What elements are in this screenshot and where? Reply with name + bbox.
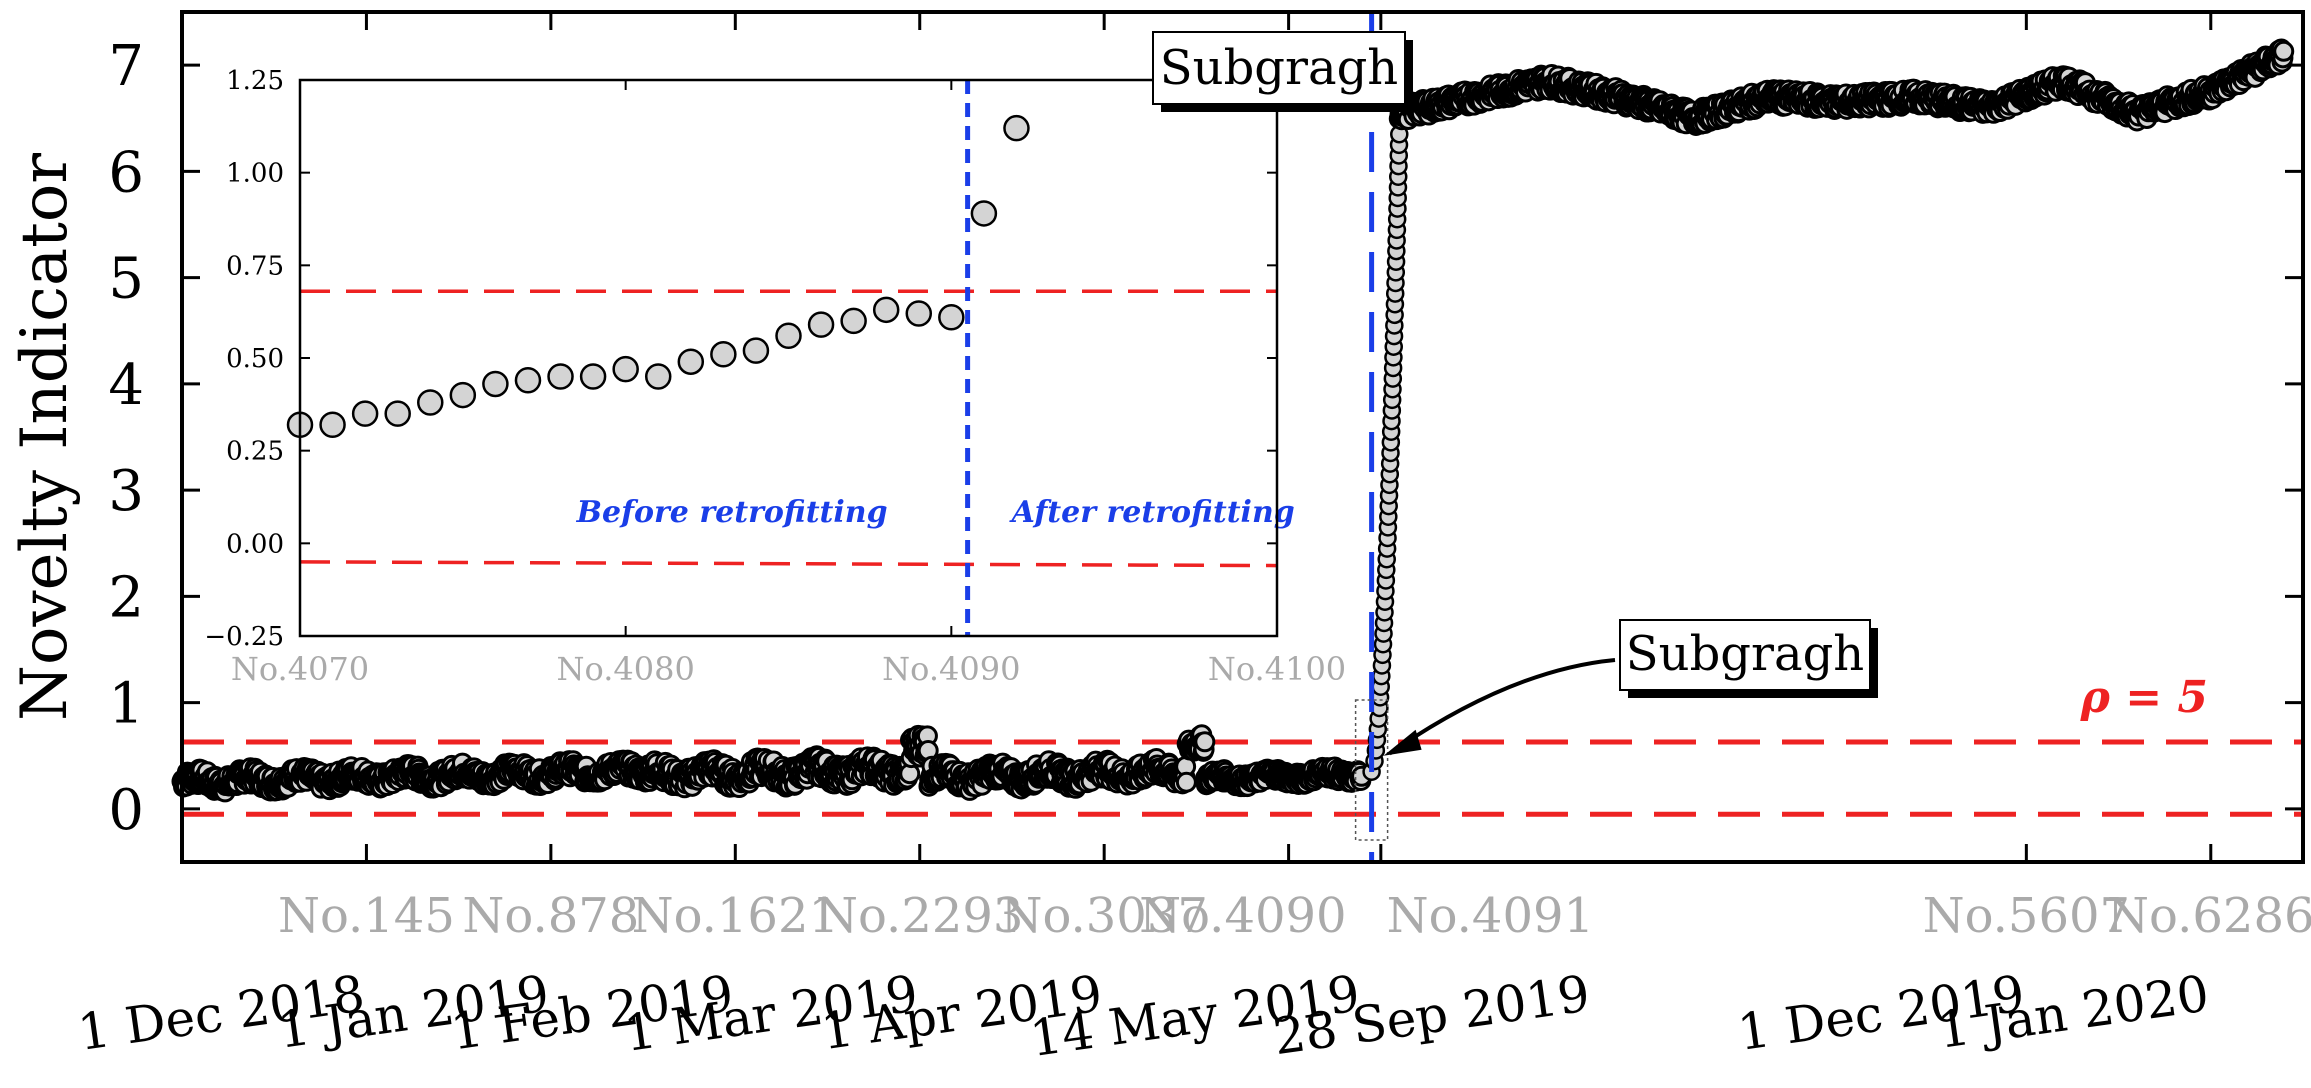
- x-sample-label: No.4090: [1139, 888, 1346, 944]
- inset-data-point: [742, 337, 770, 364]
- y-tick-label: 7: [108, 34, 144, 99]
- callout-arrow: [1388, 658, 1616, 756]
- y-tick-label: 6: [108, 140, 144, 205]
- series-transition: [1362, 124, 1409, 781]
- y-tick-label: 3: [108, 459, 144, 524]
- inset-x-tick-label: No.4090: [882, 650, 1020, 688]
- y-axis-title: Novelty Indicator: [8, 153, 82, 721]
- inset-x-tick-label: No.4080: [557, 650, 695, 688]
- inset-background: [300, 80, 1277, 636]
- inset-data-point: [612, 355, 639, 383]
- inset-title-box: [1152, 31, 1406, 105]
- data-point: [1194, 731, 1216, 753]
- inset-data-point: [677, 348, 705, 375]
- inset-data-point: [775, 322, 802, 350]
- inset-before-label: Before retrofitting: [576, 495, 888, 530]
- inset-data-point: [579, 363, 607, 390]
- y-tick-label: 4: [108, 353, 144, 418]
- inset-data-point: [840, 307, 867, 335]
- x-sample-label: No.145: [278, 888, 455, 944]
- inset-data-point: [905, 300, 933, 327]
- x-sample-label: No.6286: [2107, 888, 2311, 944]
- plot-frame: [180, 10, 2305, 864]
- main-plot: 0 1 2 3 4 5 6 7 No.145 No.878No.1621No.2293No.303…: [8, 10, 2311, 1068]
- inset-x-tick-label: No.4100: [1208, 650, 1346, 688]
- x-sample-label: No.5607: [1923, 888, 2130, 944]
- x-sample-label: No.4091: [1387, 888, 1594, 944]
- inset-data-point: [384, 400, 411, 427]
- inset-threshold-lower: [299, 560, 1278, 568]
- x-sample-label: No.878: [462, 888, 639, 944]
- inset-data-point: [449, 381, 477, 409]
- inset-plot: −0.25 0.00 0.25 0.50 0.75 1.00 1.25 No.4070 No.4…: [204, 31, 1413, 688]
- inset-y-tick-label: −0.25: [204, 622, 284, 652]
- inset-data-point: [872, 296, 900, 324]
- inset-data-point: [970, 200, 998, 227]
- inset-y-tick-label: 0.75: [226, 251, 284, 281]
- inset-data-point: [482, 370, 509, 398]
- zoom-box: [1354, 699, 1389, 841]
- inset-data-point: [351, 400, 379, 427]
- y-tick-label: 2: [108, 565, 144, 630]
- callout-label: Subgragh: [1626, 626, 1864, 682]
- inset-y-tick-label: 1.25: [226, 66, 284, 96]
- inset-x-tick-label: No.4070: [231, 650, 369, 688]
- x-sample-label: No.2293: [816, 888, 1023, 944]
- inset-y-tick-label: 0.25: [226, 437, 284, 467]
- callout-arrowhead: [1383, 729, 1422, 756]
- inset-y-tick-label: 0.00: [226, 529, 284, 559]
- y-tick-label: 0: [108, 778, 144, 843]
- inset-data-point: [807, 311, 835, 338]
- inset-data-point: [417, 389, 444, 416]
- inset-y-tick-label: 0.50: [226, 344, 284, 374]
- inset-data-point: [938, 303, 965, 331]
- inset-y-tick-label: 1.00: [226, 159, 284, 189]
- x-sample-label: No.1621: [632, 888, 839, 944]
- inset-frame: [298, 78, 1279, 638]
- y-tick-label: 1: [108, 672, 144, 737]
- inset-series: [286, 114, 1030, 438]
- inset-after-label: After retrofitting: [1009, 495, 1295, 530]
- x-sample-label: No.3037: [1000, 888, 1207, 944]
- series-after: [1388, 38, 2295, 136]
- data-point: [1175, 771, 1197, 793]
- inset-data-point: [710, 341, 737, 368]
- inset-data-point: [644, 363, 672, 390]
- inset-data-point: [1003, 114, 1030, 142]
- y-tick-label: 5: [108, 247, 144, 312]
- threshold-label: ρ = 5: [2080, 672, 2208, 723]
- data-point: [2273, 40, 2295, 62]
- inset-data-point: [514, 366, 542, 394]
- inset-title: Subgragh: [1160, 40, 1398, 96]
- inset-data-point: [547, 363, 574, 390]
- inset-data-point: [319, 411, 346, 438]
- series-before: [171, 724, 1373, 803]
- callout-box: [1619, 619, 1871, 691]
